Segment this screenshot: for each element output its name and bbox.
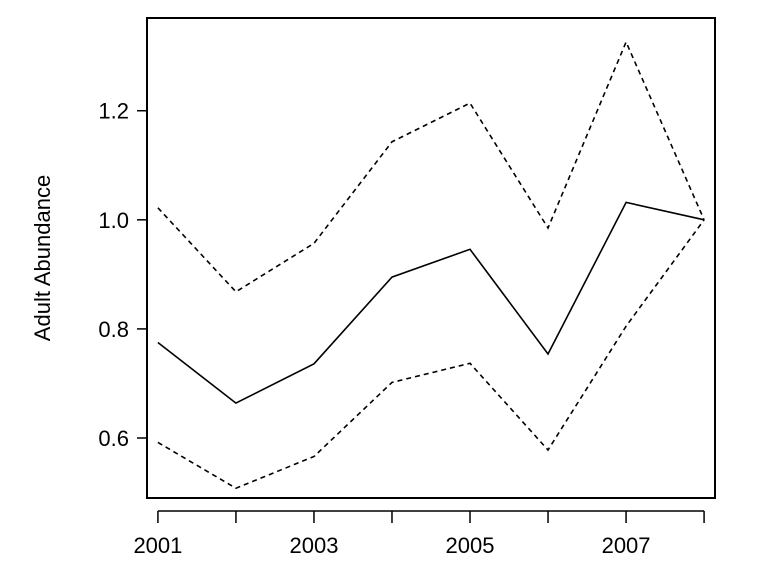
y-tick-label: 0.6 [98,426,129,451]
x-tick-label: 2005 [446,533,495,558]
series-line-1 [157,201,705,405]
x-tick-label: 2003 [289,533,338,558]
x-axis: 2001 2003 2005 2007 [133,510,705,558]
y-axis-label: Adult Abundance [30,175,55,341]
x-tick-label: 2007 [602,533,651,558]
series-line-3 [157,219,705,490]
y-tick-label: 1.0 [98,208,129,233]
series-line-2 [157,39,705,293]
y-axis: 0.6 0.8 1.0 1.2 [98,99,147,451]
plot-frame [146,17,716,499]
y-tick-label: 0.8 [98,317,129,342]
series-group [157,39,705,490]
y-tick-label: 1.2 [98,99,129,124]
x-tick-label: 2001 [133,533,182,558]
